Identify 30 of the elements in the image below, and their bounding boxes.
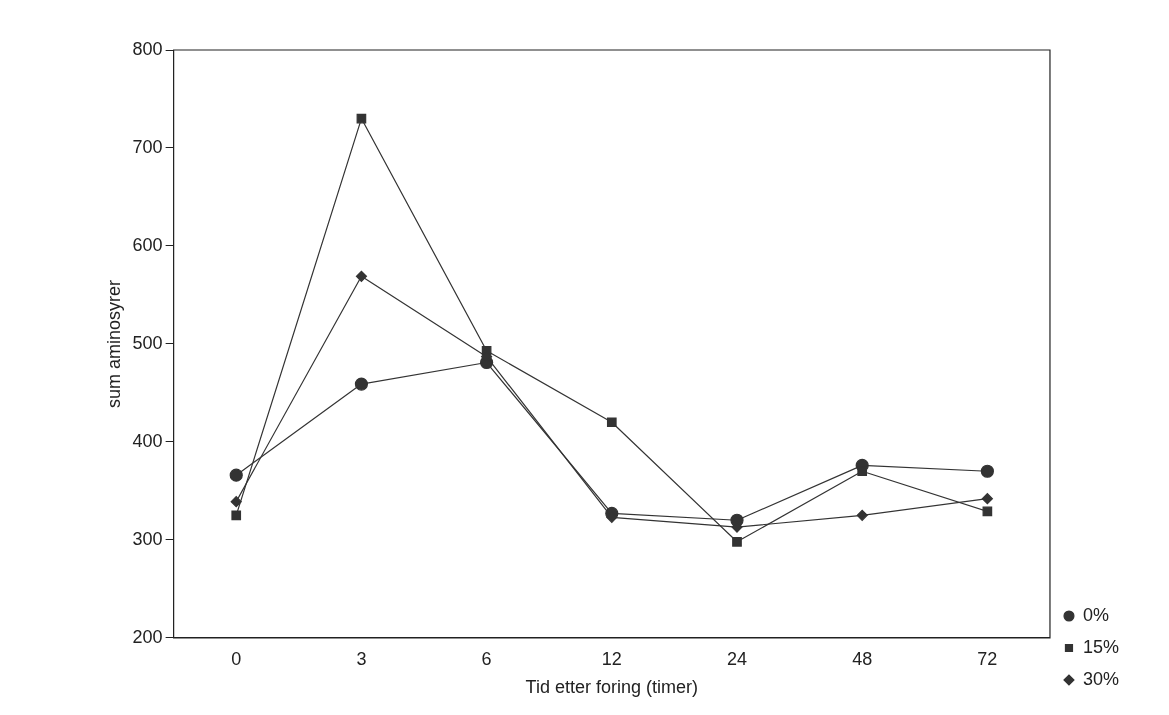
x-tick-label: 72	[977, 648, 998, 669]
point	[354, 377, 369, 391]
legend-label: 0%	[1082, 604, 1109, 625]
y-tick-label: 700	[132, 136, 163, 157]
legend-label: 15%	[1082, 636, 1119, 657]
x-tick-label: 0	[231, 648, 242, 669]
x-axis-title: Tid etter foring (timer)	[525, 677, 698, 698]
y-tick-label: 500	[132, 332, 163, 353]
x-tick-label: 24	[726, 648, 748, 669]
legend-label: 30%	[1082, 668, 1119, 689]
point	[981, 493, 993, 505]
point	[732, 536, 742, 547]
x-tick-label: 3	[356, 648, 367, 669]
point	[229, 468, 243, 482]
x-tick-label: 48	[852, 648, 873, 669]
y-tick-label: 300	[132, 528, 163, 549]
y-axis-title: sum aminosyrer	[103, 279, 124, 408]
point	[980, 464, 994, 478]
point	[606, 417, 617, 428]
y-tick-label: 600	[132, 234, 163, 255]
point	[355, 270, 368, 282]
y-tick-label: 200	[132, 626, 163, 647]
point	[230, 496, 242, 508]
y-tick-label: 400	[132, 430, 163, 451]
x-tick-label: 12	[601, 648, 622, 669]
point	[982, 506, 993, 517]
y-tick-label: 800	[132, 38, 163, 59]
x-tick-label: 6	[481, 648, 492, 669]
point	[856, 509, 868, 521]
point	[231, 510, 242, 521]
